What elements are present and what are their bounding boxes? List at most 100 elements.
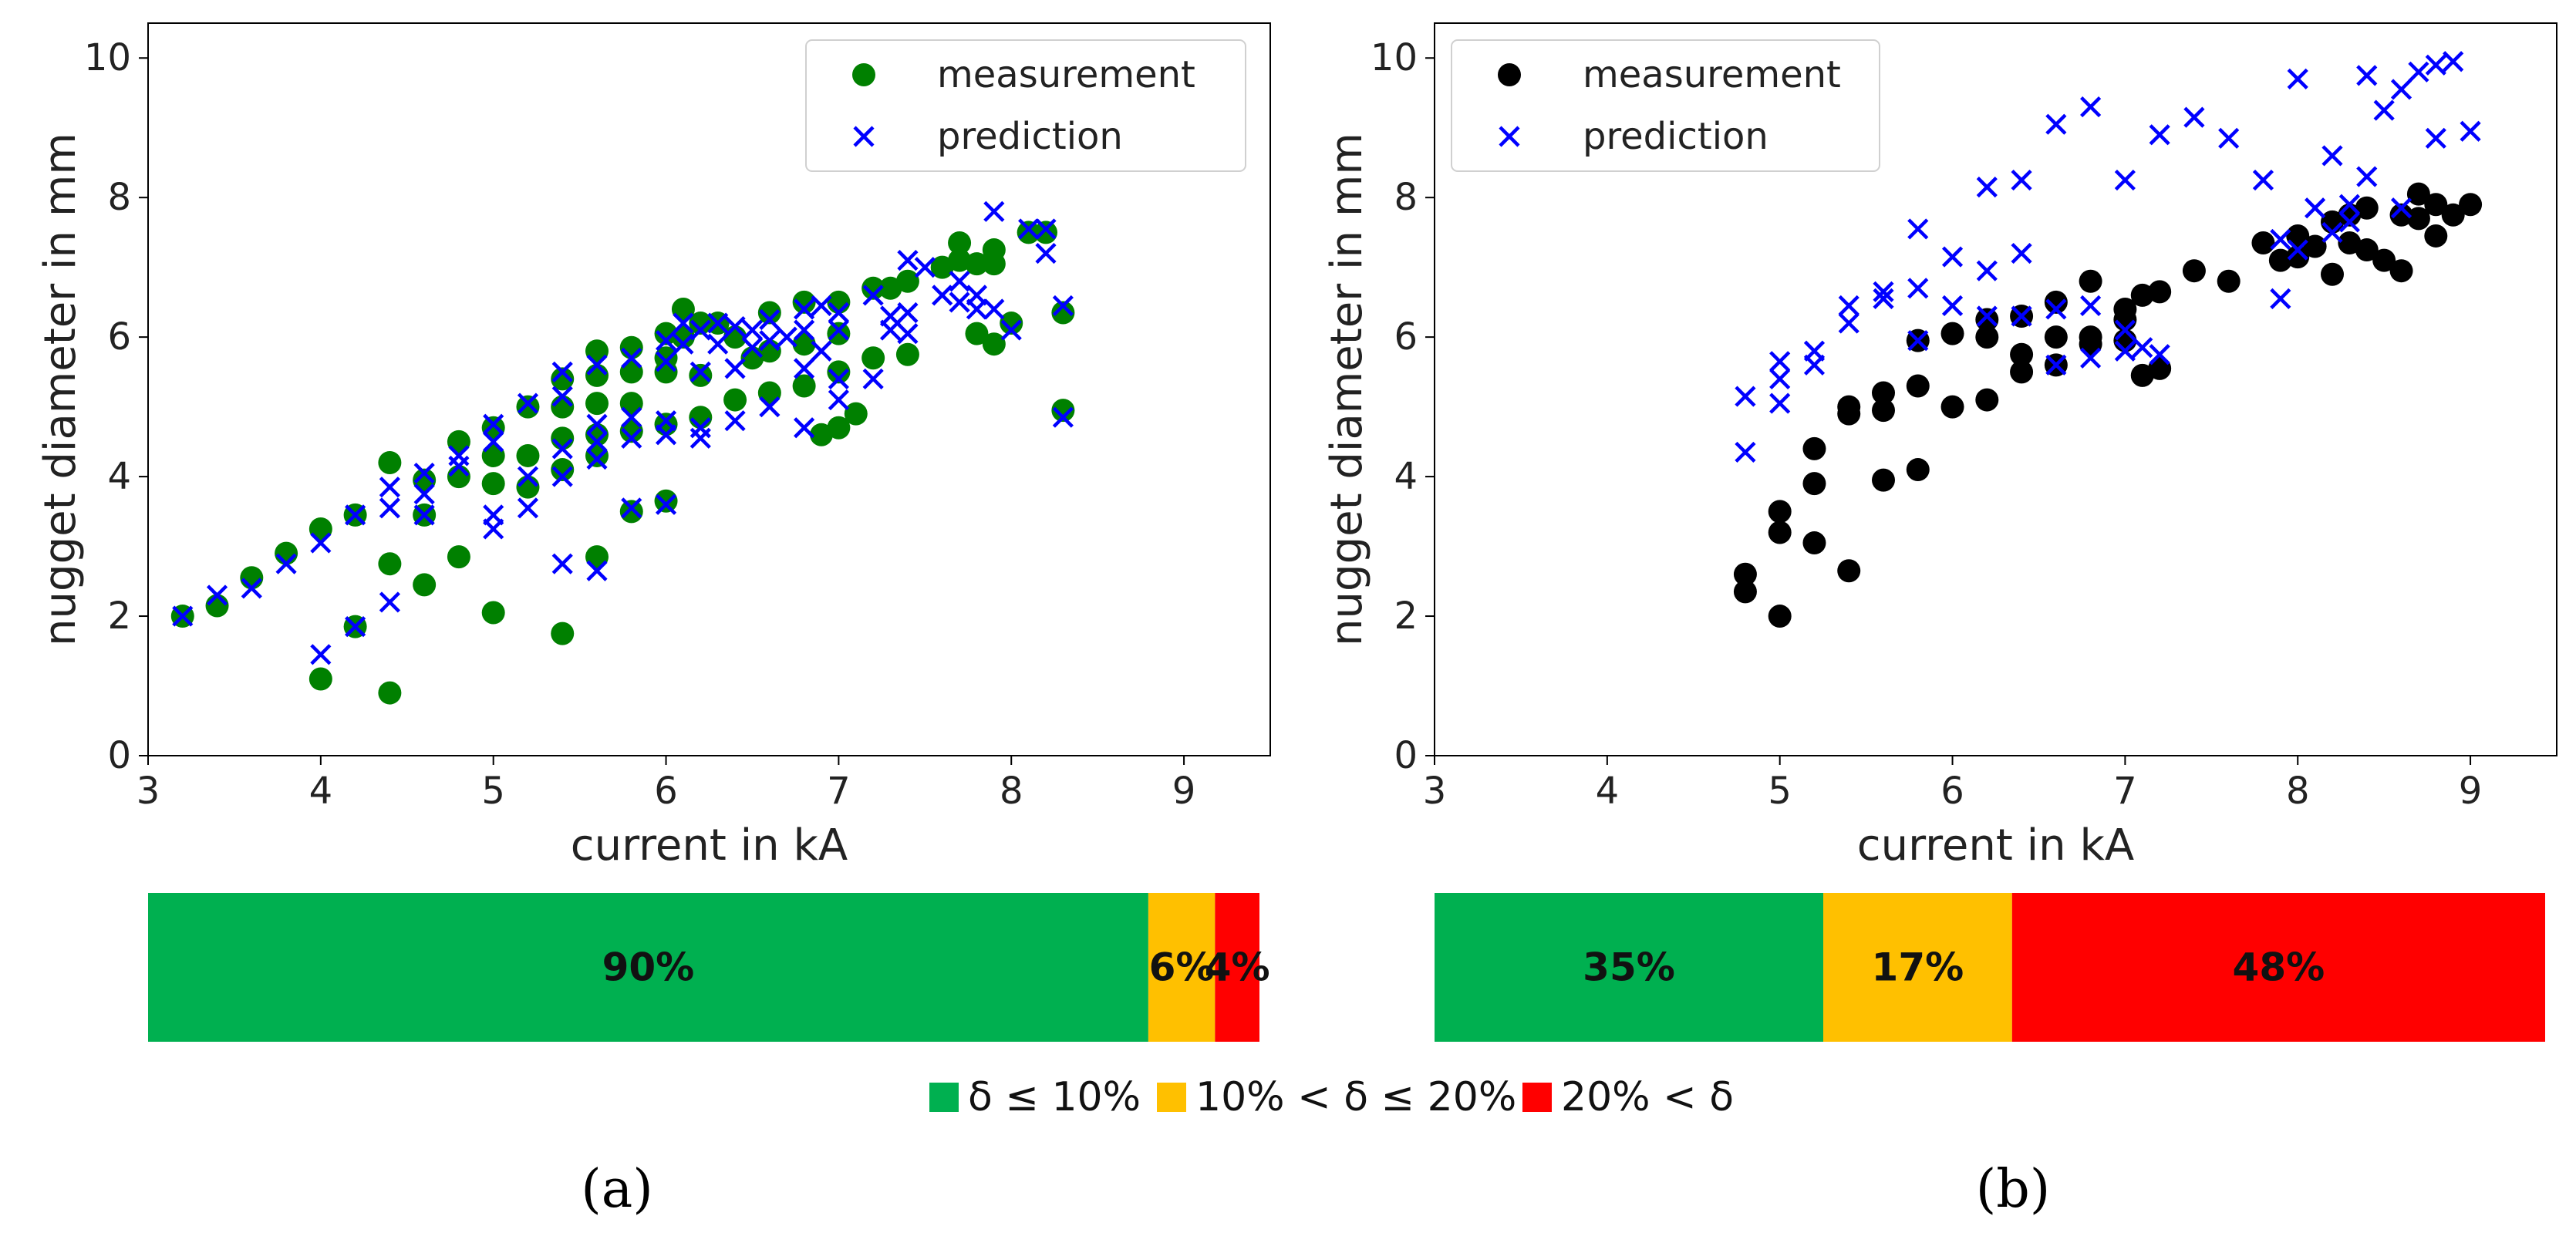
prediction-point xyxy=(2338,194,2360,215)
y-tick-label: 2 xyxy=(1394,595,1418,638)
bar-segment-a xyxy=(1148,893,1216,1042)
error-band-legend: δ ≤ 10% 10% < δ ≤ 20% 20% < δ xyxy=(929,1074,1734,1120)
prediction-point xyxy=(655,330,677,352)
prediction-point xyxy=(517,392,539,414)
prediction-point xyxy=(655,351,677,372)
x-tick-label: 5 xyxy=(1768,770,1792,813)
bar-segment-label: 35% xyxy=(1583,945,1675,990)
prediction-point xyxy=(1035,242,1057,264)
prediction-point xyxy=(1838,295,1860,317)
measurement-point xyxy=(2130,283,2154,307)
measurement-point xyxy=(378,681,402,705)
y-tick-label: 8 xyxy=(107,176,131,219)
measurement-point xyxy=(2148,280,2172,304)
prediction-point xyxy=(448,455,470,477)
prediction-point xyxy=(2270,228,2291,251)
prediction-point xyxy=(1769,351,1791,372)
y-axis-label: nugget diameter in mm xyxy=(35,133,86,646)
measurement-point xyxy=(1940,322,1964,345)
measurement-point xyxy=(1975,388,1999,412)
scatter-panel-a: 3 4 5 6 7 8 9 0 2 4 6 8 10 current in kA nugget diamet… xyxy=(35,22,1271,1220)
prediction-point xyxy=(2149,124,2170,146)
prediction-point xyxy=(690,427,711,449)
prediction-point xyxy=(2080,96,2102,118)
x-tick-label: 6 xyxy=(654,770,678,813)
measurement-point xyxy=(619,500,643,524)
y-tick-label: 4 xyxy=(107,455,131,498)
measurement-point xyxy=(447,545,470,569)
prediction-point xyxy=(551,386,573,407)
legend-label-measurement: measurement xyxy=(1583,53,1841,96)
measurement-point xyxy=(1768,605,1792,628)
prediction-point xyxy=(741,337,764,359)
legend-box xyxy=(1451,39,1880,172)
prediction-point xyxy=(1769,368,1791,390)
prediction-point xyxy=(517,466,539,487)
prediction-point xyxy=(949,291,970,313)
measurement-point xyxy=(1034,221,1057,244)
legend-marker-prediction xyxy=(1499,126,1520,147)
measurement-point xyxy=(1975,325,1999,349)
prediction-point xyxy=(1052,295,1074,317)
legend-swatch xyxy=(929,1083,959,1112)
prediction-point xyxy=(551,553,573,574)
prediction-point xyxy=(862,285,884,306)
prediction-point xyxy=(759,308,781,331)
measurement-point xyxy=(2355,238,2379,262)
prediction-point xyxy=(2460,120,2481,142)
bar-segment-label: 6% xyxy=(1149,945,1215,990)
x-tick-label: 7 xyxy=(2113,770,2137,813)
measurement-point xyxy=(2303,234,2327,258)
prediction-point xyxy=(2045,354,2067,376)
prediction-point xyxy=(621,497,642,519)
prediction-point xyxy=(2114,340,2136,362)
prediction-point xyxy=(551,361,573,382)
prediction-point xyxy=(932,285,953,306)
prediction-point xyxy=(2011,305,2032,327)
measurement-point xyxy=(654,489,678,513)
measurement-point xyxy=(2044,290,2068,314)
prediction-point xyxy=(759,330,781,352)
scatter-panel-b: 3 4 5 6 7 8 9 0 2 4 6 8 10 current in kA nugget diamet… xyxy=(1322,22,2557,1220)
measurement-point xyxy=(827,322,851,345)
x-tick-label: 4 xyxy=(309,770,333,813)
measurement-point xyxy=(2355,196,2379,220)
measurement-point xyxy=(844,402,868,426)
prediction-point xyxy=(2080,295,2102,317)
y-tick-label: 10 xyxy=(84,36,131,79)
prediction-point xyxy=(655,424,677,446)
prediction-point xyxy=(483,518,504,540)
panel-caption: (b) xyxy=(1976,1159,2051,1220)
prediction-point xyxy=(2270,288,2291,309)
measurement-point xyxy=(2406,182,2430,206)
prediction-point xyxy=(379,477,400,498)
measurement-point xyxy=(1051,399,1075,423)
prediction-point xyxy=(707,312,729,334)
measurement-point xyxy=(309,667,332,691)
measurement-point xyxy=(827,360,851,384)
legend-entry: δ ≤ 10% xyxy=(968,1074,1141,1120)
prediction-point xyxy=(828,389,849,411)
prediction-point xyxy=(2114,319,2136,341)
bar-segment-label: 4% xyxy=(1205,945,1270,990)
error-share-bars: 90% 6%4% 35% 17% 48% xyxy=(148,893,2545,1042)
measurement-point xyxy=(378,552,402,576)
prediction-point xyxy=(673,312,694,334)
bar-segment-label: 90% xyxy=(602,945,695,990)
prediction-point xyxy=(1769,392,1791,414)
prediction-point xyxy=(2425,127,2446,149)
measurement-point xyxy=(2321,262,2344,286)
prediction-point xyxy=(2408,61,2429,83)
prediction-point xyxy=(172,605,194,627)
x-tick-label: 4 xyxy=(1596,770,1620,813)
x-axis-label: current in kA xyxy=(1857,820,2134,871)
prediction-point xyxy=(2321,145,2343,167)
prediction-point xyxy=(862,368,884,390)
measurement-point xyxy=(1872,381,1895,405)
prediction-point xyxy=(2132,337,2153,359)
prediction-point xyxy=(897,323,919,345)
prediction-point xyxy=(2149,344,2170,365)
prediction-point xyxy=(1907,278,1929,299)
series-prediction xyxy=(1735,51,2481,463)
measurement-point xyxy=(2010,360,2034,384)
